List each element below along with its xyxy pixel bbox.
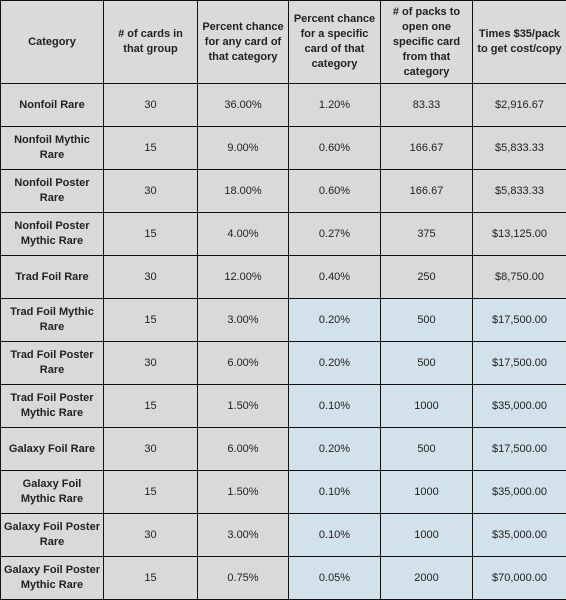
value-cell: 1.50%	[198, 385, 289, 428]
category-cell: Nonfoil Poster Rare	[1, 170, 104, 213]
value-cell: $13,125.00	[473, 213, 566, 256]
value-cell: 9.00%	[198, 127, 289, 170]
header-cell: Percent chance for a specific card of th…	[289, 1, 381, 84]
value-cell: 0.10%	[289, 385, 381, 428]
value-cell: $17,500.00	[473, 342, 566, 385]
category-cell: Nonfoil Rare	[1, 84, 104, 127]
value-cell: $35,000.00	[473, 385, 566, 428]
value-cell: 12.00%	[198, 256, 289, 299]
value-cell: 0.20%	[289, 428, 381, 471]
value-cell: 83.33	[381, 84, 473, 127]
value-cell: $17,500.00	[473, 299, 566, 342]
value-cell: $35,000.00	[473, 471, 566, 514]
value-cell: 18.00%	[198, 170, 289, 213]
value-cell: $35,000.00	[473, 514, 566, 557]
value-cell: 1.20%	[289, 84, 381, 127]
header-cell: # of cards in that group	[104, 1, 198, 84]
category-cell: Galaxy Foil Rare	[1, 428, 104, 471]
value-cell: $5,833.33	[473, 170, 566, 213]
value-cell: 0.60%	[289, 127, 381, 170]
value-cell: 15	[104, 557, 198, 600]
value-cell: 1000	[381, 385, 473, 428]
value-cell: 30	[104, 84, 198, 127]
value-cell: 166.67	[381, 170, 473, 213]
value-cell: 15	[104, 213, 198, 256]
category-cell: Galaxy Foil Mythic Rare	[1, 471, 104, 514]
value-cell: $5,833.33	[473, 127, 566, 170]
header-cell: Percent chance for any card of that cate…	[198, 1, 289, 84]
value-cell: 1000	[381, 471, 473, 514]
value-cell: 250	[381, 256, 473, 299]
value-cell: 36.00%	[198, 84, 289, 127]
value-cell: $2,916.67	[473, 84, 566, 127]
value-cell: 15	[104, 127, 198, 170]
value-cell: 4.00%	[198, 213, 289, 256]
value-cell: 500	[381, 428, 473, 471]
value-cell: 15	[104, 299, 198, 342]
value-cell: 3.00%	[198, 514, 289, 557]
value-cell: $8,750.00	[473, 256, 566, 299]
header-cell: Times $35/pack to get cost/copy	[473, 1, 566, 84]
value-cell: 6.00%	[198, 428, 289, 471]
value-cell: $17,500.00	[473, 428, 566, 471]
value-cell: 6.00%	[198, 342, 289, 385]
value-cell: 1000	[381, 514, 473, 557]
value-cell: 15	[104, 385, 198, 428]
header-cell: # of packs to open one specific card fro…	[381, 1, 473, 84]
category-cell: Trad Foil Poster Mythic Rare	[1, 385, 104, 428]
value-cell: 0.20%	[289, 342, 381, 385]
category-cell: Galaxy Foil Poster Rare	[1, 514, 104, 557]
header-cell: Category	[1, 1, 104, 84]
value-cell: 3.00%	[198, 299, 289, 342]
category-cell: Trad Foil Rare	[1, 256, 104, 299]
value-cell: 0.10%	[289, 471, 381, 514]
value-cell: 30	[104, 428, 198, 471]
value-cell: 0.10%	[289, 514, 381, 557]
category-cell: Trad Foil Mythic Rare	[1, 299, 104, 342]
value-cell: 166.67	[381, 127, 473, 170]
value-cell: 0.05%	[289, 557, 381, 600]
value-cell: 1.50%	[198, 471, 289, 514]
value-cell: 0.75%	[198, 557, 289, 600]
value-cell: 2000	[381, 557, 473, 600]
value-cell: $70,000.00	[473, 557, 566, 600]
value-cell: 500	[381, 342, 473, 385]
value-cell: 0.27%	[289, 213, 381, 256]
category-cell: Trad Foil Poster Rare	[1, 342, 104, 385]
value-cell: 15	[104, 471, 198, 514]
value-cell: 30	[104, 514, 198, 557]
value-cell: 0.20%	[289, 299, 381, 342]
category-cell: Nonfoil Mythic Rare	[1, 127, 104, 170]
value-cell: 30	[104, 256, 198, 299]
value-cell: 375	[381, 213, 473, 256]
value-cell: 0.60%	[289, 170, 381, 213]
value-cell: 30	[104, 170, 198, 213]
category-cell: Nonfoil Poster Mythic Rare	[1, 213, 104, 256]
category-cell: Galaxy Foil Poster Mythic Rare	[1, 557, 104, 600]
value-cell: 500	[381, 299, 473, 342]
value-cell: 30	[104, 342, 198, 385]
value-cell: 0.40%	[289, 256, 381, 299]
